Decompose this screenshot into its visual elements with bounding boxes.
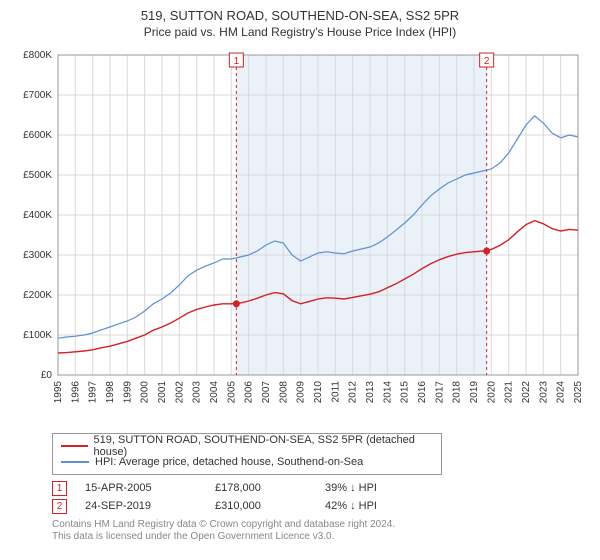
chart-area: £0 £100K £200K £300K £400K £500K £600K £700K £80… xyxy=(12,45,588,425)
x-axis-label: 2013 xyxy=(365,381,376,404)
legend-swatch xyxy=(61,445,88,447)
x-axis-label: 1998 xyxy=(105,381,116,404)
credits-line2: This data is licensed under the Open Gov… xyxy=(52,531,578,543)
marker-table-box: 1 xyxy=(52,481,67,496)
x-axis-label: 1996 xyxy=(70,381,81,404)
x-axis-label: 2022 xyxy=(521,381,532,404)
marker-price: £310,000 xyxy=(215,500,325,512)
credits: Contains HM Land Registry data © Crown c… xyxy=(52,519,578,543)
x-axis-label: 2017 xyxy=(434,381,445,404)
marker-pct: 42% ↓ HPI xyxy=(325,500,445,512)
x-axis-label: 1999 xyxy=(122,381,133,404)
y-axis-label: £100K xyxy=(23,330,52,341)
x-axis-label: 2012 xyxy=(348,381,359,404)
x-axis-label: 2019 xyxy=(469,381,480,404)
x-axis-label: 2001 xyxy=(157,381,168,404)
x-axis-label: 2014 xyxy=(382,381,393,404)
x-axis-label: 2016 xyxy=(417,381,428,404)
x-axis-label: 2009 xyxy=(296,381,307,404)
x-axis-label: 2020 xyxy=(486,381,497,404)
legend-label: 519, SUTTON ROAD, SOUTHEND-ON-SEA, SS2 5… xyxy=(94,434,433,458)
y-axis-label: £0 xyxy=(41,370,53,381)
y-axis-label: £400K xyxy=(23,210,52,221)
x-axis-label: 2007 xyxy=(261,381,272,404)
x-axis-label: 2002 xyxy=(174,381,185,404)
legend-row: 519, SUTTON ROAD, SOUTHEND-ON-SEA, SS2 5… xyxy=(61,438,433,454)
x-axis-label: 1995 xyxy=(53,381,64,404)
chart-title-sub: Price paid vs. HM Land Registry's House … xyxy=(12,25,588,39)
x-axis-label: 2006 xyxy=(244,381,255,404)
y-axis-label: £600K xyxy=(23,130,52,141)
marker-table-box: 2 xyxy=(52,499,67,514)
x-axis-label: 2018 xyxy=(452,381,463,404)
marker-number: 1 xyxy=(234,56,240,67)
x-axis-label: 2000 xyxy=(140,381,151,404)
chart-svg: £0 £100K £200K £300K £400K £500K £600K £700K £80… xyxy=(12,45,588,425)
y-axis-label: £700K xyxy=(23,90,52,101)
x-axis-label: 2021 xyxy=(504,381,515,404)
x-axis-label: 2015 xyxy=(400,381,411,404)
x-axis-label: 2023 xyxy=(538,381,549,404)
y-axis-label: £800K xyxy=(23,50,52,61)
marker-number: 2 xyxy=(484,56,490,67)
marker-table-row: 2 24-SEP-2019£310,00042% ↓ HPI xyxy=(52,497,578,515)
x-axis-label: 2003 xyxy=(192,381,203,404)
marker-date: 24-SEP-2019 xyxy=(85,500,215,512)
x-axis-label: 2010 xyxy=(313,381,324,404)
x-axis-label: 2005 xyxy=(226,381,237,404)
marker-pct: 39% ↓ HPI xyxy=(325,482,445,494)
x-axis-label: 2011 xyxy=(330,381,341,403)
y-axis-label: £200K xyxy=(23,290,52,301)
x-axis-label: 2008 xyxy=(278,381,289,404)
chart-title-address: 519, SUTTON ROAD, SOUTHEND-ON-SEA, SS2 5… xyxy=(12,8,588,23)
legend: 519, SUTTON ROAD, SOUTHEND-ON-SEA, SS2 5… xyxy=(52,433,442,475)
y-axis-label: £500K xyxy=(23,170,52,181)
x-axis-label: 2004 xyxy=(209,381,220,404)
legend-label: HPI: Average price, detached house, Sout… xyxy=(95,456,363,468)
marker-table: 1 15-APR-2005£178,00039% ↓ HPI 2 24-SEP-201… xyxy=(52,479,578,515)
credits-line1: Contains HM Land Registry data © Crown c… xyxy=(52,519,578,531)
marker-table-row: 1 15-APR-2005£178,00039% ↓ HPI xyxy=(52,479,578,497)
legend-swatch xyxy=(61,461,89,463)
x-axis-label: 1997 xyxy=(88,381,99,404)
x-axis-label: 2024 xyxy=(556,381,567,404)
y-axis-label: £300K xyxy=(23,250,52,261)
marker-date: 15-APR-2005 xyxy=(85,482,215,494)
marker-price: £178,000 xyxy=(215,482,325,494)
x-axis-label: 2025 xyxy=(573,381,584,404)
